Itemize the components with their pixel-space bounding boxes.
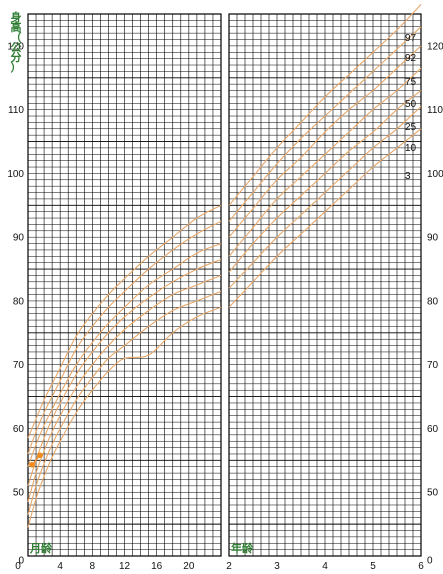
left-y-tick: 100 (7, 169, 24, 180)
year-axis-title: 年龄 (231, 541, 254, 555)
month-curve-p25 (27, 274, 222, 502)
percentile-label-3: 3 (405, 171, 411, 182)
month-curve-p50 (27, 258, 222, 487)
right-y-tick: 70 (427, 360, 439, 371)
month-panel-frame (27, 13, 222, 557)
year-x-tick: 4 (322, 561, 328, 572)
year-curve-p75 (228, 45, 422, 238)
year-x-tick: 2 (226, 561, 232, 572)
year-x-tick: 5 (370, 561, 376, 572)
month-curve-p10 (27, 290, 222, 515)
left-y-tick: 80 (13, 296, 25, 307)
measurement-point (29, 462, 35, 468)
left-y-tick: 110 (8, 105, 24, 116)
measurement-points (29, 452, 43, 468)
percentile-label-10: 10 (405, 143, 417, 154)
y-axis-title-char: 身 (11, 10, 22, 24)
month-axis-title: 月龄 (29, 541, 53, 555)
right-y-tick: 60 (427, 424, 439, 435)
left-y-tick: 60 (13, 424, 25, 435)
year-x-tick: 3 (274, 561, 280, 572)
y-axis-title-char: 分 (11, 50, 22, 64)
year-curve-p50 (228, 67, 422, 257)
chart-labels: 0506070809010011012005060708090100110120… (7, 10, 443, 572)
percentile-curves (27, 4, 422, 528)
year-curve-p10 (228, 106, 422, 289)
month-x-tick: 8 (90, 561, 96, 572)
y-axis-title-char: 公 (11, 41, 22, 54)
month-curve-p92 (27, 220, 222, 455)
right-y-tick: 90 (427, 233, 439, 244)
right-y-tick: 110 (427, 105, 443, 116)
year-panel-frame (228, 13, 422, 557)
month-x-tick: 16 (151, 561, 163, 572)
left-y-tick: 120 (7, 41, 24, 52)
month-x-tick: 4 (57, 561, 63, 572)
left-y-tick: 70 (13, 360, 25, 371)
year-curve-p3 (228, 128, 422, 308)
y-axis-title-char: 高 (11, 20, 22, 34)
left-y-tick: 0 (18, 556, 24, 567)
year-curve-p25 (228, 90, 422, 273)
percentile-label-97: 97 (405, 33, 417, 44)
percentile-label-75: 75 (405, 77, 417, 88)
year-curve-p92 (228, 26, 422, 222)
year-curve-p97 (228, 4, 422, 206)
right-y-tick: 100 (427, 169, 443, 180)
month-curve-p3 (27, 306, 222, 528)
right-y-tick: 0 (427, 556, 433, 567)
month-x-tick: 12 (119, 561, 131, 572)
year-x-tick: 6 (418, 561, 424, 572)
left-y-tick: 50 (13, 488, 25, 499)
right-y-tick: 120 (427, 41, 443, 52)
percentile-label-50: 50 (405, 99, 417, 110)
month-x-tick: 20 (183, 561, 195, 572)
chart-grid (27, 13, 422, 557)
right-y-tick: 50 (427, 488, 439, 499)
month-curve-p75 (27, 243, 222, 467)
right-y-tick: 80 (427, 296, 439, 307)
left-y-tick: 90 (13, 233, 25, 244)
percentile-label-25: 25 (405, 122, 417, 133)
month-x-tick: 0 (15, 561, 21, 572)
measurement-point (37, 452, 43, 459)
percentile-label-92: 92 (405, 53, 417, 64)
y-axis-title-char: （ (11, 31, 22, 44)
y-axis-title-char: ） (11, 61, 22, 74)
month-curve-p97 (27, 204, 222, 439)
